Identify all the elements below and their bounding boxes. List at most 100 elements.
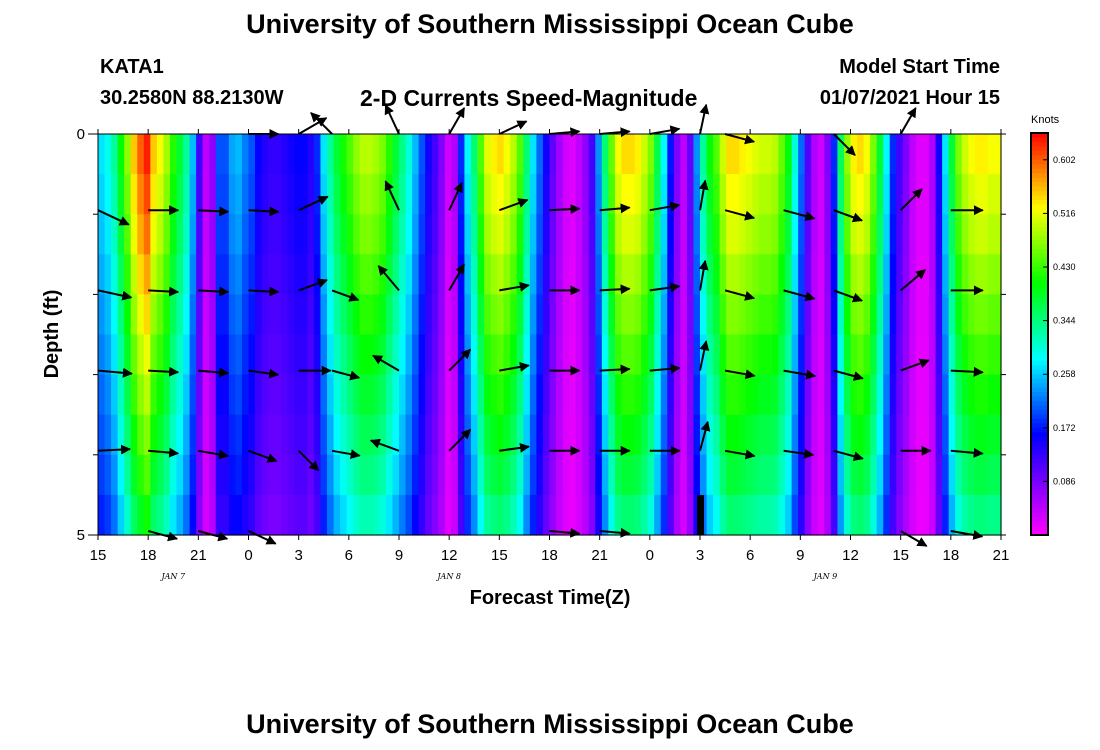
heatmap-cell [497, 134, 505, 175]
heatmap-cell [366, 254, 374, 295]
heatmap-cell [719, 174, 727, 215]
heatmap-cell [307, 254, 315, 295]
heatmap-cell [470, 334, 479, 376]
heatmap-cell [307, 454, 315, 496]
heatmap-cell [379, 374, 387, 416]
heatmap-cell [798, 214, 806, 255]
heatmap-cell [333, 174, 341, 215]
heatmap-cell [510, 254, 518, 295]
station-coordinates: 30.2580N 88.2130W [100, 87, 284, 109]
heatmap-cell [464, 294, 472, 336]
heatmap-cell [255, 254, 263, 295]
heatmap-cell [392, 134, 400, 175]
heatmap-cell [569, 494, 577, 536]
heatmap-cell [582, 334, 590, 376]
heatmap-cell [425, 414, 433, 456]
heatmap-cell [981, 454, 989, 496]
heatmap-cell [98, 334, 106, 376]
heatmap-cell [392, 494, 400, 536]
heatmap-cell [562, 134, 570, 175]
heatmap-cell [255, 334, 263, 376]
heatmap-cell [628, 374, 636, 416]
heatmap-cell [346, 374, 354, 416]
heatmap-cell [300, 414, 308, 456]
heatmap-cell [824, 294, 832, 336]
heatmap-cell [817, 334, 825, 376]
heatmap-cell [294, 334, 302, 376]
heatmap-cell [176, 134, 184, 175]
heatmap-cell [595, 334, 603, 376]
heatmap-cell [929, 334, 937, 376]
heatmap-cell [778, 214, 786, 255]
heatmap-cell [457, 294, 466, 336]
current-vector [724, 289, 756, 301]
heatmap-cell [235, 214, 243, 255]
heatmap-cell [889, 454, 897, 496]
heatmap-cell [209, 414, 217, 456]
heatmap-cell [660, 294, 668, 336]
heatmap-cell [523, 294, 531, 336]
heatmap-cell [137, 254, 145, 295]
heatmap-cell [438, 254, 446, 295]
y-axis-label: Depth (ft) [41, 290, 63, 379]
heatmap-cell [608, 414, 616, 456]
heatmap-cell [785, 494, 793, 536]
heatmap-cell [241, 214, 250, 255]
heatmap-cell [412, 454, 420, 496]
colorbar-swatch [1031, 369, 1048, 375]
heatmap-cell [811, 254, 819, 295]
heatmap-cell [889, 254, 897, 295]
heatmap-cell [902, 454, 910, 496]
current-vector [698, 179, 709, 211]
heatmap-cell [196, 134, 204, 175]
station-id: KATA1 [100, 56, 164, 78]
heatmap-cell [431, 294, 439, 336]
current-vector [724, 369, 756, 380]
heatmap-cell [614, 214, 623, 255]
heatmap-cell [863, 294, 871, 336]
colorbar-swatch [1031, 414, 1048, 420]
heatmap-cell [758, 214, 767, 255]
heatmap-cell [241, 294, 250, 336]
heatmap-cell [569, 454, 577, 496]
heatmap-cell [843, 294, 852, 336]
heatmap-cell [706, 294, 714, 336]
x-tick-label: 12 [842, 547, 859, 564]
heatmap-cell [333, 214, 341, 255]
heatmap-cell [902, 414, 910, 456]
heatmap-cell [287, 374, 295, 416]
heatmap-cell [117, 174, 125, 215]
heatmap-cell [641, 454, 649, 496]
heatmap-cell [202, 374, 210, 416]
heatmap-cell [863, 174, 871, 215]
heatmap-cell [870, 334, 878, 376]
heatmap-cell [470, 134, 479, 175]
colorbar-swatch [1031, 186, 1048, 192]
heatmap-cell [935, 214, 943, 255]
x-tick-label: 15 [892, 547, 909, 564]
heatmap-cell [372, 334, 380, 376]
heatmap-cell [235, 134, 243, 175]
heatmap-cell [798, 174, 806, 215]
heatmap-cell [274, 254, 282, 295]
heatmap-cell [451, 214, 459, 255]
heatmap-cell [248, 414, 256, 456]
heatmap-cell [863, 414, 871, 456]
heatmap-cell [758, 254, 767, 295]
heatmap-cell [169, 334, 178, 376]
heatmap-cell [451, 174, 459, 215]
colorbar-swatch [1031, 409, 1048, 415]
heatmap-cell [771, 334, 780, 376]
heatmap-cell [745, 494, 753, 536]
heatmap-cell [202, 214, 210, 255]
heatmap-cell [209, 134, 217, 175]
x-tick-label: 21 [591, 547, 608, 564]
heatmap-cell [438, 454, 446, 496]
heatmap-cell [261, 454, 269, 496]
heatmap-cell [706, 254, 714, 295]
heatmap-cell [385, 454, 394, 496]
colorbar-swatch [1031, 423, 1048, 429]
heatmap-cell [601, 334, 609, 376]
heatmap-cell [680, 134, 688, 175]
heatmap-cell [327, 494, 335, 536]
